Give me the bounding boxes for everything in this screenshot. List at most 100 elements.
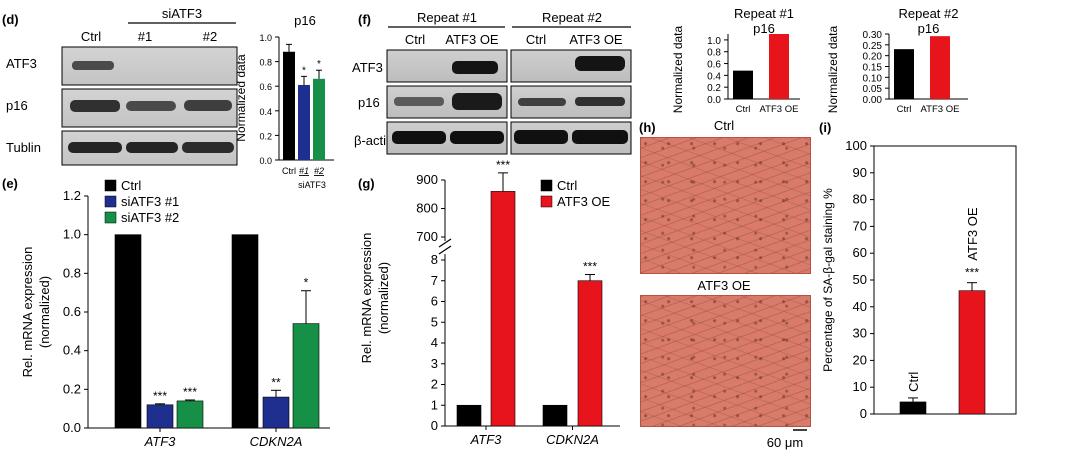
blot-strip-actin <box>386 121 632 155</box>
group-label: siATF3 <box>298 180 326 190</box>
x-tick-label: Ctrl <box>906 372 921 392</box>
x-tick-label: ATF3 OE <box>921 104 960 115</box>
repeat-label: Repeat #2 <box>542 10 602 25</box>
axis-break-mark <box>438 238 452 248</box>
x-tick-label: #1 <box>299 166 309 176</box>
y-tick-label: 0.4 <box>259 107 272 117</box>
bar <box>490 191 516 427</box>
blot-strip-tublin <box>61 130 238 166</box>
y-axis-label-secondary: (normalized) <box>37 276 52 348</box>
bar <box>262 396 290 429</box>
chart-sa-beta-gal: 0 10 20 30 40 50 60 70 80 90 100 Percentage of SA-β… <box>821 138 1017 421</box>
y-tick-label: 0.15 <box>863 63 883 74</box>
bar <box>298 84 310 160</box>
chart-mrna-knockdown: 0.0 0.2 0.4 0.6 0.8 1.0 1.2 Rel. mRNA expressio… <box>20 178 330 449</box>
bar <box>283 51 295 161</box>
chart-p16-knockdown: p16 0.0 0.2 0.4 0.6 0.8 1.0 Normalized data Ctrl… <box>234 13 334 190</box>
y-tick-label: 900 <box>416 172 438 187</box>
x-tick-label: Ctrl <box>282 166 296 176</box>
blot-strip-p16 <box>61 88 238 128</box>
y-tick-label: 8 <box>431 252 438 267</box>
axis-break-mark <box>438 245 452 255</box>
blot-row-label: p16 <box>6 98 28 113</box>
significance-label: ** <box>271 375 281 389</box>
x-tick-label: CDKN2A <box>250 434 303 449</box>
blot-lane-label: ATF3 OE <box>445 32 499 47</box>
y-tick-label: 0.4 <box>63 343 81 358</box>
western-blot-f: Repeat #1 Repeat #2 Ctrl ATF3 OE Ctrl AT… <box>352 10 632 155</box>
legend-label: siATF3 #1 <box>121 194 179 209</box>
x-tick-label: ATF3 <box>470 432 503 447</box>
x-tick-label: ATF3 <box>144 434 177 449</box>
y-tick-label: 4 <box>431 335 438 350</box>
y-tick-label: 0.05 <box>863 84 883 95</box>
y-tick-label: 3 <box>431 356 438 371</box>
y-tick-label: 2 <box>431 377 438 392</box>
micrograph-ctrl <box>640 137 811 274</box>
y-tick-label: 100 <box>845 138 867 153</box>
legend-swatch <box>104 195 117 208</box>
y-tick-label: 50 <box>853 272 867 287</box>
western-blot-d: siATF3 Ctrl #1 #2 ATF3 p16 Tublin <box>6 6 238 166</box>
plot-frame <box>873 145 1017 415</box>
blot-row-label: ATF3 <box>352 60 383 75</box>
bar <box>899 401 927 415</box>
bar <box>577 280 603 427</box>
y-tick-label: 0.8 <box>259 58 272 68</box>
y-tick-label: 0.0 <box>707 95 721 106</box>
y-tick-label: 0.00 <box>863 95 883 106</box>
significance-label: *** <box>183 385 197 399</box>
y-tick-label: 90 <box>853 165 867 180</box>
bar <box>114 234 142 429</box>
y-axis-label: Normalized data <box>234 54 248 142</box>
significance-label: *** <box>153 389 167 403</box>
y-axis-label: Normalized data <box>671 25 685 113</box>
significance-label: * <box>317 59 321 70</box>
y-tick-label: 1.2 <box>63 188 81 203</box>
micrograph-label-ctrl: Ctrl <box>714 118 734 133</box>
bar <box>313 78 325 160</box>
blot-strip-atf3 <box>386 49 632 83</box>
y-tick-label: 0.6 <box>259 82 272 92</box>
y-tick-label: 1.0 <box>259 33 272 43</box>
y-tick-label: 0.8 <box>63 265 81 280</box>
y-axis-label: Normalized data <box>826 25 840 113</box>
y-tick-label: 700 <box>416 229 438 244</box>
bar <box>958 290 986 415</box>
y-axis-label: Percentage of SA-β-gal staining % <box>821 188 835 372</box>
y-axis-label: Rel. mRNA expression <box>20 247 35 378</box>
y-tick-label: 0.4 <box>707 71 721 82</box>
bar <box>930 36 950 99</box>
blot-lane-label: ATF3 OE <box>569 32 623 47</box>
legend-swatch <box>104 179 117 192</box>
bar <box>542 404 568 427</box>
bar <box>231 234 259 429</box>
panel-label-h: (h) <box>639 120 656 135</box>
significance-label: *** <box>965 266 979 280</box>
y-tick-label: 80 <box>853 192 867 207</box>
y-axis-label-secondary: (normalized) <box>376 262 391 334</box>
bar <box>894 49 914 99</box>
y-tick-label: 70 <box>853 218 867 233</box>
y-tick-label: 0.2 <box>259 131 272 141</box>
blot-row-label: Tublin <box>6 140 41 155</box>
bar <box>733 70 753 99</box>
micrograph-label-oe: ATF3 OE <box>697 278 751 293</box>
micrograph-atf3-oe <box>640 295 811 427</box>
legend-label: Ctrl <box>557 178 577 193</box>
x-tick-label: CDKN2A <box>546 432 599 447</box>
panel-label-f: (f) <box>358 12 371 27</box>
blot-strip-atf3 <box>61 46 238 86</box>
bar <box>456 404 482 427</box>
y-tick-label: 7 <box>431 273 438 288</box>
y-tick-label: 0.2 <box>63 381 81 396</box>
panel-label-g: (g) <box>358 176 375 191</box>
bar <box>146 404 174 429</box>
y-tick-label: 0 <box>860 406 867 421</box>
blot-strip-p16 <box>386 85 632 119</box>
legend-swatch <box>540 195 553 208</box>
blot-lane-label: Ctrl <box>81 29 101 44</box>
panel-label-e: (e) <box>2 176 18 191</box>
